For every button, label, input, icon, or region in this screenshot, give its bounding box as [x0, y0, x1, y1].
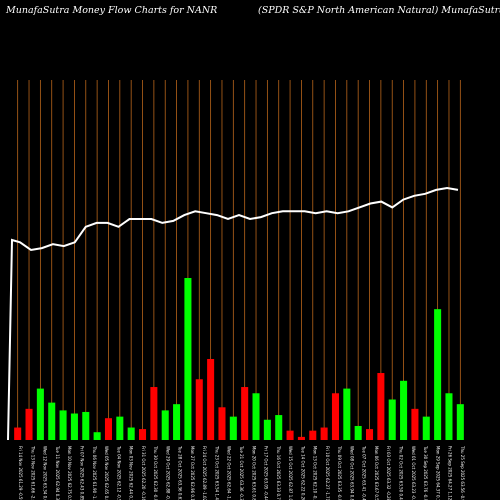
volume-bar [59, 410, 67, 440]
x-tick-label: Thu 23 Oct 2025 63.54 1.44% [214, 445, 219, 500]
volume-bar [127, 427, 135, 440]
volume-bars [14, 278, 464, 440]
x-tick-label: Fri 03 Oct 2025 63.32 -0.28% [386, 446, 391, 500]
x-tick-label: Thu 02 Oct 2025 63.50 0.42% [399, 445, 404, 500]
x-tick-label: Thu 16 Oct 2025 63.33 0.74% [276, 445, 281, 500]
x-tick-label: Wed 22 Oct 2025 62.64 -1.13% [227, 446, 232, 500]
x-tick-label: Mon 06 Oct 2025 63.67 0.55% [374, 446, 379, 500]
volume-bar [456, 404, 464, 440]
x-tick-label: Tue 14 Oct 2025 62.22 0.20% [300, 445, 305, 500]
volume-bar [241, 387, 249, 440]
volume-bar [434, 309, 442, 440]
x-tick-label: Fri 10 Oct 2025 62.27 -1.71% [325, 446, 330, 500]
volume-bar [116, 416, 124, 440]
volume-bar [252, 393, 260, 440]
x-tick-label: Fri 07 Nov 2025 62.43 0.85% [79, 446, 84, 500]
chart-title: MunafaSutra Money Flow Charts for NANR [5, 5, 217, 16]
x-tick-label: Wed 15 Oct 2025 62.87 1.05% [288, 446, 293, 500]
x-tick-label: Fri 17 Oct 2025 63.05 -0.44% [264, 446, 269, 500]
volume-bar [275, 415, 283, 440]
volume-bar [229, 416, 237, 440]
volume-bar [14, 427, 22, 440]
x-tick-label: Thu 30 Oct 2025 62.30 -0.93% [153, 445, 158, 500]
volume-bar [82, 411, 90, 440]
volume-bar [184, 278, 192, 440]
x-tick-label: Mon 27 Oct 2025 62.96 0.11% [190, 446, 195, 500]
volume-bar [104, 418, 112, 440]
x-tick-label: Tue 21 Oct 2025 63.36 -0.39% [239, 445, 244, 500]
x-tick-label: Fri 31 Oct 2025 62.20 -0.16% [141, 446, 146, 500]
x-tick-label: Tue 07 Oct 2025 63.41 -0.41% [362, 445, 367, 500]
x-tick-label: Mon 03 Nov 2025 62.44 0.38% [129, 446, 134, 500]
volume-bar [25, 408, 33, 440]
volume-bar [263, 419, 271, 440]
volume-bar [70, 413, 78, 440]
x-tick-label: Thu 09 Oct 2025 63.35 -0.93% [337, 445, 342, 500]
volume-bar [388, 399, 396, 440]
volume-bar [320, 427, 328, 440]
volume-bar [331, 393, 339, 440]
x-tick-label: Tue 11 Nov 2025 62.94 0.31% [55, 445, 60, 500]
x-tick-label: Mon 29 Sep 2025 64.37 0.16% [435, 446, 440, 500]
volume-bar [207, 359, 215, 440]
x-tick-label: Wed 05 Nov 2025 62.65 0.85% [104, 446, 109, 500]
volume-bar [173, 404, 181, 440]
x-tick-label: Fri 24 Oct 2025 62.89 -1.02% [202, 446, 207, 500]
price-line [7, 186, 459, 441]
x-tick-label: Wed 01 Oct 2025 63.23 -0.83% [411, 446, 416, 500]
volume-bar [297, 436, 305, 440]
x-tick-label: Thu 06 Nov 2025 61.90 -1.19% [92, 445, 97, 500]
x-tick-label: Mon 13 Oct 2025 62.10 -0.27% [313, 446, 318, 500]
volume-bar [309, 430, 317, 440]
volume-bar [343, 388, 351, 440]
volume-bar [93, 432, 101, 440]
gridlines [17, 80, 461, 440]
volume-bar [286, 430, 294, 440]
volume-bar [445, 393, 453, 440]
volume-bar [150, 387, 158, 440]
x-tick-label: Wed 08 Oct 2025 63.94 0.84% [349, 446, 354, 500]
volume-bar [366, 429, 374, 440]
volume-bar [161, 410, 169, 440]
volume-bar [139, 429, 147, 440]
x-tick-label: Tue 30 Sep 2025 63.76 -0.95% [423, 445, 428, 500]
volume-bar [48, 402, 56, 440]
volume-bar [377, 373, 385, 440]
x-tick-label: Mon 10 Nov 2025 62.75 0.51% [67, 446, 72, 500]
volume-bar [36, 388, 44, 440]
volume-bar [400, 380, 408, 440]
volume-bar [195, 379, 203, 440]
x-tick-label: Thu 25 Sep 2025 63.56 -0.91% [460, 445, 465, 500]
x-tick-labels: Fri 14 Nov 2025 61.29 -0.59% Thu 13 Nov 2… [18, 445, 465, 500]
x-tick-label: Fri 26 Sep 2025 64.27 1.12% [448, 446, 453, 500]
chart-subtitle: (SPDR S&P North American Natural) Munafa… [258, 5, 500, 16]
x-tick-label: Tue 04 Nov 2025 62.12 -0.51% [116, 445, 121, 500]
x-tick-label: Mon 20 Oct 2025 63.61 0.89% [251, 446, 256, 500]
x-tick-label: Wed 29 Oct 2025 62.88 -0.75% [165, 446, 170, 500]
volume-bar [218, 407, 226, 440]
price-polyline [7, 186, 459, 441]
x-tick-label: Wed 12 Nov 2025 63.34 0.63% [43, 446, 48, 500]
x-tick-label: Tue 28 Oct 2025 63.36 0.63% [178, 445, 183, 500]
volume-bar [411, 408, 419, 440]
volume-bar [354, 425, 362, 440]
x-tick-label: Fri 14 Nov 2025 61.29 -0.59% [18, 446, 23, 500]
volume-bar [422, 416, 430, 440]
x-tick-label: Thu 13 Nov 2025 61.66 -2.65% [30, 445, 35, 500]
